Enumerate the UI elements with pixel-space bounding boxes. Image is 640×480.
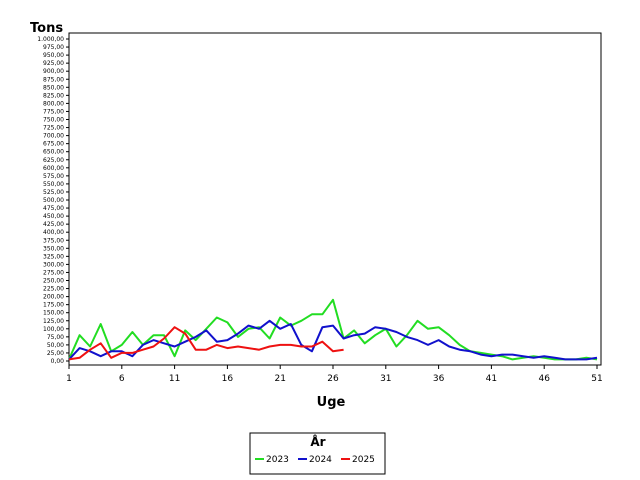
- legend: År 2023 2024 2025: [249, 432, 386, 475]
- y-tick-label: 450,00: [43, 213, 64, 220]
- y-tick-label: 625,00: [43, 157, 64, 164]
- legend-label-2025: 2025: [352, 455, 375, 465]
- y-tick-label: 725,00: [43, 125, 64, 132]
- y-tick-label: 975,00: [43, 44, 64, 51]
- x-axis: 1 6 11 16 21 26 31 36 41 46 51: [66, 365, 603, 384]
- series-line-2025: [68, 326, 344, 361]
- y-tick-label: 125,00: [43, 318, 64, 325]
- legend-label-2023: 2023: [266, 455, 289, 465]
- x-tick-label: 31: [380, 374, 391, 384]
- legend-items: 2023 2024 2025: [255, 455, 375, 465]
- y-tick-label: 375,00: [43, 237, 64, 244]
- y-tick-label: 200,00: [43, 294, 64, 301]
- y-tick-label: 1.000,00: [37, 36, 64, 43]
- y-tick-label: 675,00: [43, 141, 64, 148]
- legend-label-2024: 2024: [309, 455, 332, 465]
- y-tick-label: 275,00: [43, 269, 64, 276]
- x-tick-label: 11: [169, 374, 180, 384]
- y-tick-label: 750,00: [43, 117, 64, 124]
- series-line-2023: [68, 298, 598, 361]
- y-tick-label: 175,00: [43, 302, 64, 309]
- y-tick-label: 500,00: [43, 197, 64, 204]
- y-tick-label: 825,00: [43, 92, 64, 99]
- y-tick-label: 350,00: [43, 245, 64, 252]
- y-tick-label: 950,00: [43, 52, 64, 59]
- x-tick-label: 26: [327, 374, 339, 384]
- legend-box: [249, 432, 386, 475]
- y-tick-label: 850,00: [43, 84, 64, 91]
- x-tick-label: 16: [222, 374, 234, 384]
- x-tick-label: 6: [119, 374, 125, 384]
- y-tick-label: 225,00: [43, 286, 64, 293]
- legend-title: År: [310, 434, 325, 449]
- y-tick-label: 600,00: [43, 165, 64, 172]
- x-tick-label: 51: [591, 374, 602, 384]
- y-tick-label: 100,00: [43, 326, 64, 333]
- x-tick-label: 46: [538, 374, 550, 384]
- y-axis-title: Tons: [30, 21, 63, 36]
- x-tick-label: 41: [486, 374, 497, 384]
- x-tick-label: 36: [433, 374, 445, 384]
- series-lines: [68, 298, 598, 361]
- y-tick-label: 925,00: [43, 60, 64, 67]
- y-tick-label: 800,00: [43, 100, 64, 107]
- y-tick-label: 325,00: [43, 253, 64, 260]
- y-tick-label: 150,00: [43, 310, 64, 317]
- y-tick-label: 300,00: [43, 261, 64, 268]
- x-tick-label: 1: [66, 374, 72, 384]
- y-tick-label: 0,00: [51, 358, 65, 365]
- y-tick-label: 475,00: [43, 205, 64, 212]
- y-tick-label: 425,00: [43, 221, 64, 228]
- x-axis-title: Uge: [317, 395, 346, 410]
- y-tick-label: 525,00: [43, 189, 64, 196]
- y-tick-label: 875,00: [43, 76, 64, 83]
- y-tick-label: 75,00: [47, 334, 64, 341]
- y-tick-label: 25,00: [47, 350, 64, 357]
- series-line-2024: [68, 319, 598, 361]
- y-tick-label: 50,00: [47, 342, 64, 349]
- y-tick-label: 250,00: [43, 278, 64, 285]
- plot-area: [68, 32, 602, 366]
- y-tick-label: 775,00: [43, 108, 64, 115]
- y-tick-label: 900,00: [43, 68, 64, 75]
- y-tick-label: 575,00: [43, 173, 64, 180]
- y-tick-label: 650,00: [43, 149, 64, 156]
- y-tick-label: 550,00: [43, 181, 64, 188]
- x-tick-label: 21: [274, 374, 285, 384]
- y-tick-label: 700,00: [43, 133, 64, 140]
- y-axis: 0,0025,0050,0075,00100,00125,00150,00175…: [37, 36, 69, 365]
- y-tick-label: 400,00: [43, 229, 64, 236]
